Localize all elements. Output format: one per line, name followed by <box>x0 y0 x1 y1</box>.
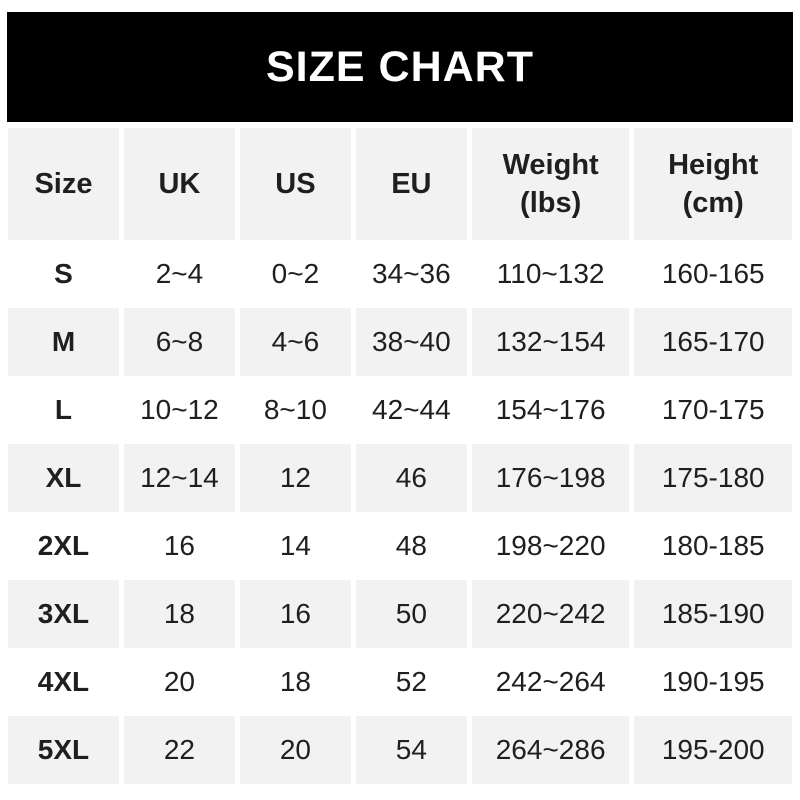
cell-3xl-size: 3XL <box>8 580 119 648</box>
cell-l-uk: 10~12 <box>123 376 235 444</box>
cell-4xl-eu: 52 <box>355 648 467 716</box>
column-header-label: US <box>275 167 316 200</box>
cell-m-uk: 6~8 <box>123 308 235 376</box>
cell-xl-eu: 46 <box>355 444 467 512</box>
cell-xl-height: 175-180 <box>634 444 792 512</box>
cell-m-weight: 132~154 <box>471 308 630 376</box>
cell-l-size: L <box>8 376 119 444</box>
cell-xl-weight: 176~198 <box>471 444 630 512</box>
cell-l-us: 8~10 <box>239 376 351 444</box>
cell-4xl-weight: 242~264 <box>471 648 630 716</box>
column-header-weight: Weight (lbs) <box>471 128 630 240</box>
cell-4xl-uk: 20 <box>123 648 235 716</box>
column-header-height: Height (cm) <box>634 128 792 240</box>
cell-3xl-height: 185-190 <box>634 580 792 648</box>
cell-m-eu: 38~40 <box>355 308 467 376</box>
cell-2xl-eu: 48 <box>355 512 467 580</box>
cell-xl-uk: 12~14 <box>123 444 235 512</box>
column-header-label: Weight <box>502 148 599 181</box>
cell-2xl-weight: 198~220 <box>471 512 630 580</box>
cell-4xl-size: 4XL <box>8 648 119 716</box>
column-header-uk: UK <box>123 128 235 240</box>
cell-2xl-uk: 16 <box>123 512 235 580</box>
banner: SIZE CHART <box>7 12 793 122</box>
cell-m-us: 4~6 <box>239 308 351 376</box>
cell-3xl-weight: 220~242 <box>471 580 630 648</box>
cell-5xl-weight: 264~286 <box>471 716 630 784</box>
column-header-eu: EU <box>355 128 467 240</box>
column-header-label: UK <box>158 167 201 200</box>
cell-5xl-height: 195-200 <box>634 716 792 784</box>
cell-2xl-us: 14 <box>239 512 351 580</box>
cell-l-eu: 42~44 <box>355 376 467 444</box>
column-header-us: US <box>239 128 351 240</box>
cell-l-weight: 154~176 <box>471 376 630 444</box>
cell-5xl-uk: 22 <box>123 716 235 784</box>
column-header-sublabel: (lbs) <box>520 187 582 219</box>
cell-s-weight: 110~132 <box>471 240 630 308</box>
cell-s-uk: 2~4 <box>123 240 235 308</box>
cell-m-height: 165-170 <box>634 308 792 376</box>
cell-l-height: 170-175 <box>634 376 792 444</box>
cell-s-us: 0~2 <box>239 240 351 308</box>
cell-2xl-size: 2XL <box>8 512 119 580</box>
cell-5xl-us: 20 <box>239 716 351 784</box>
cell-s-eu: 34~36 <box>355 240 467 308</box>
cell-s-height: 160-165 <box>634 240 792 308</box>
cell-s-size: S <box>8 240 119 308</box>
column-header-label: Height <box>668 148 759 181</box>
cell-2xl-height: 180-185 <box>634 512 792 580</box>
cell-3xl-eu: 50 <box>355 580 467 648</box>
cell-xl-size: XL <box>8 444 119 512</box>
column-header-sublabel: (cm) <box>682 187 744 219</box>
column-header-size: Size <box>8 128 119 240</box>
cell-5xl-size: 5XL <box>8 716 119 784</box>
cell-3xl-uk: 18 <box>123 580 235 648</box>
page-title: SIZE CHART <box>266 42 534 91</box>
size-table: Size UK US EU Weight (lbs) Height (cm) S 2~4 0~2 34… <box>8 128 792 784</box>
cell-3xl-us: 16 <box>239 580 351 648</box>
cell-4xl-height: 190-195 <box>634 648 792 716</box>
column-header-label: Size <box>34 167 93 200</box>
cell-m-size: M <box>8 308 119 376</box>
column-header-label: EU <box>391 167 432 200</box>
cell-5xl-eu: 54 <box>355 716 467 784</box>
cell-4xl-us: 18 <box>239 648 351 716</box>
cell-xl-us: 12 <box>239 444 351 512</box>
